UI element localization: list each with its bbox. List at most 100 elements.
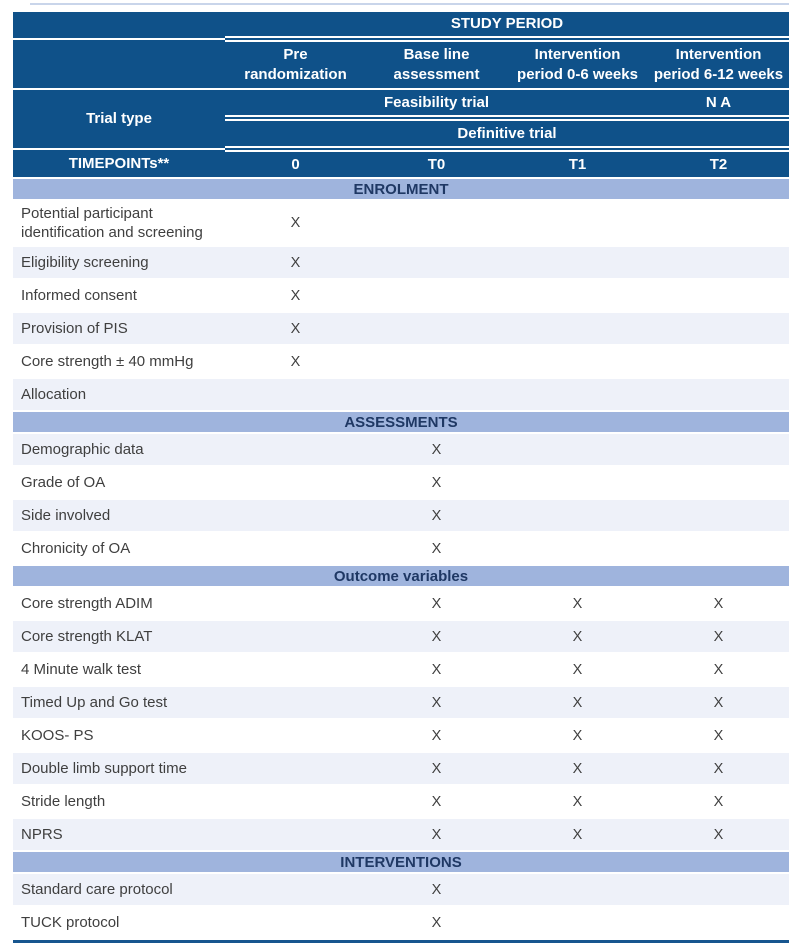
feasibility-trial-row: Trial type Feasibility trial N A: [13, 89, 789, 150]
x-mark-cell: X: [648, 620, 789, 654]
empty-cell: [648, 906, 789, 940]
section-header-row: Outcome variables: [13, 564, 789, 588]
definitive-trial-row: Definitive trial: [13, 118, 789, 152]
x-mark-cell: X: [366, 686, 507, 720]
section-header-row: ENROLMENT: [13, 177, 789, 201]
empty-cell: [366, 378, 507, 412]
x-mark-cell: X: [507, 719, 648, 753]
column-headers-row: Pre randomization Base line assessment I…: [13, 39, 789, 90]
section-header-row: ASSESSMENTS: [13, 410, 789, 434]
empty-cell: [225, 587, 366, 621]
empty-cell: [225, 466, 366, 500]
empty-cell: [225, 873, 366, 907]
empty-cell: [225, 433, 366, 467]
empty-cell: [225, 620, 366, 654]
x-mark-cell: X: [366, 499, 507, 533]
schedule-row: Stride length X X X: [13, 785, 789, 819]
empty-cell: [507, 312, 648, 346]
feasibility-trial-label: Feasibility trial: [225, 89, 648, 121]
x-mark-cell: X: [507, 818, 648, 852]
empty-cell: [507, 873, 648, 907]
x-mark-cell: X: [366, 532, 507, 566]
page-top-rule: [30, 3, 789, 5]
empty-cell: [366, 279, 507, 313]
schedule-row: Core strength KLAT X X X: [13, 620, 789, 654]
empty-cell: [648, 279, 789, 313]
empty-cell: [225, 818, 366, 852]
column-header-line2: randomization: [244, 66, 347, 83]
schedule-row: Demographic data X: [13, 433, 789, 467]
row-label: Core strength ADIM: [13, 587, 225, 621]
empty-cell: [648, 466, 789, 500]
column-header-intervention-0-6: Intervention period 0-6 weeks: [507, 39, 648, 90]
row-label: Timed Up and Go test: [13, 686, 225, 720]
empty-cell: [648, 312, 789, 346]
schedule-row: Grade of OA X: [13, 466, 789, 500]
x-mark-cell: X: [648, 818, 789, 852]
x-mark-cell: X: [648, 785, 789, 819]
empty-cell: [225, 785, 366, 819]
empty-cell: [507, 906, 648, 940]
empty-cell: [225, 532, 366, 566]
section-title: Outcome variables: [13, 564, 789, 588]
x-mark-cell: X: [648, 587, 789, 621]
x-mark-cell: X: [648, 719, 789, 753]
x-mark-cell: X: [507, 620, 648, 654]
row-label: Core strength ± 40 mmHg: [13, 345, 225, 379]
empty-cell: [507, 246, 648, 280]
empty-cell: [507, 433, 648, 467]
schedule-row: KOOS- PS X X X: [13, 719, 789, 753]
schedule-row: Side involved X: [13, 499, 789, 533]
x-mark-cell: X: [366, 818, 507, 852]
x-mark-cell: X: [366, 752, 507, 786]
row-label: Potential participant identification and…: [13, 200, 225, 247]
study-schedule-table-wrap: STUDY PERIOD Pre randomization Base line…: [13, 12, 789, 943]
timepoint-t2: T2: [648, 149, 789, 179]
row-label: KOOS- PS: [13, 719, 225, 753]
row-label: Allocation: [13, 378, 225, 412]
schedule-row: Potential participant identification and…: [13, 200, 789, 247]
x-mark-cell: X: [366, 587, 507, 621]
schedule-row: Standard care protocol X: [13, 873, 789, 907]
schedule-row: Chronicity of OA X: [13, 532, 789, 566]
x-mark-cell: X: [225, 200, 366, 247]
column-header-line2: assessment: [393, 66, 480, 83]
section-title: ENROLMENT: [13, 177, 789, 201]
empty-cell: [225, 719, 366, 753]
column-header-line1: Pre: [283, 46, 308, 63]
row-label: Double limb support time: [13, 752, 225, 786]
column-header-pre-randomization: Pre randomization: [225, 39, 366, 90]
x-mark-cell: X: [366, 466, 507, 500]
x-mark-cell: X: [507, 752, 648, 786]
row-label: Chronicity of OA: [13, 532, 225, 566]
timepoints-label: TIMEPOINTs**: [13, 149, 225, 179]
x-mark-cell: X: [648, 686, 789, 720]
row-label: NPRS: [13, 818, 225, 852]
empty-cell: [366, 345, 507, 379]
header-corner-blank-2: [13, 39, 225, 90]
study-period-row: STUDY PERIOD: [13, 12, 789, 42]
empty-cell: [225, 499, 366, 533]
x-mark-cell: X: [225, 246, 366, 280]
empty-cell: [225, 906, 366, 940]
x-mark-cell: X: [507, 785, 648, 819]
row-label: Grade of OA: [13, 466, 225, 500]
section-header-row: INTERVENTIONS: [13, 850, 789, 874]
x-mark-cell: X: [366, 719, 507, 753]
schedule-row: Provision of PIS X: [13, 312, 789, 346]
trial-type-label: Trial type: [13, 89, 225, 150]
timepoint-0: 0: [225, 149, 366, 179]
empty-cell: [507, 200, 648, 247]
empty-cell: [648, 200, 789, 247]
x-mark-cell: X: [648, 653, 789, 687]
empty-cell: [648, 532, 789, 566]
x-mark-cell: X: [366, 653, 507, 687]
empty-cell: [366, 246, 507, 280]
empty-cell: [507, 378, 648, 412]
empty-cell: [507, 532, 648, 566]
study-period-title: STUDY PERIOD: [225, 12, 789, 42]
schedule-row: Double limb support time X X X: [13, 752, 789, 786]
schedule-row: Allocation: [13, 378, 789, 412]
row-label: Eligibility screening: [13, 246, 225, 280]
section-title: ASSESSMENTS: [13, 410, 789, 434]
